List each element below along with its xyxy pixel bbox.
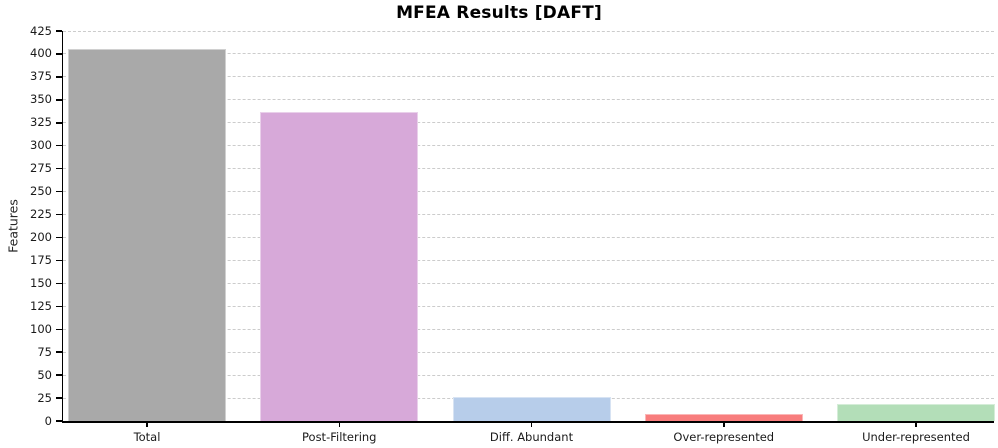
y-tick-mark-250 bbox=[56, 190, 62, 193]
y-tick-mark-225 bbox=[56, 213, 62, 216]
y-tick-mark-200 bbox=[56, 236, 62, 239]
gridline-400 bbox=[63, 53, 994, 55]
y-tick-mark-300 bbox=[56, 144, 62, 147]
x-tick-mark-total bbox=[146, 423, 148, 427]
x-tick-mark-post-filtering bbox=[338, 423, 340, 427]
y-tick-mark-50 bbox=[56, 374, 62, 376]
y-tick-mark-275 bbox=[56, 167, 62, 170]
y-tick-mark-150 bbox=[56, 282, 62, 285]
y-tick-label-375: 375 bbox=[30, 69, 52, 84]
y-axis-label: Features bbox=[5, 199, 21, 253]
y-tick-label-400: 400 bbox=[30, 46, 52, 61]
gridline-225 bbox=[63, 214, 994, 216]
x-tick-mark-under-represented bbox=[915, 423, 917, 427]
y-tick-label-350: 350 bbox=[30, 92, 52, 107]
x-tick-label-over-represented: Over-represented bbox=[673, 430, 775, 444]
gridline-275 bbox=[63, 168, 994, 170]
y-tick-label-300: 300 bbox=[30, 137, 52, 152]
x-tick-mark-over-represented bbox=[723, 423, 725, 427]
y-tick-label-100: 100 bbox=[30, 321, 52, 336]
y-tick-label-75: 75 bbox=[37, 344, 52, 359]
x-tick-label-post-filtering: Post-Filtering bbox=[302, 430, 377, 444]
y-tick-label-275: 275 bbox=[30, 160, 52, 175]
gridline-100 bbox=[63, 328, 994, 330]
y-tick-label-250: 250 bbox=[30, 183, 52, 198]
gridline-200 bbox=[63, 236, 994, 238]
y-tick-mark-325 bbox=[56, 122, 62, 124]
gridline-75 bbox=[63, 351, 994, 353]
gridline-300 bbox=[63, 145, 994, 147]
y-tick-label-325: 325 bbox=[30, 115, 52, 130]
y-tick-label-200: 200 bbox=[30, 229, 52, 244]
y-tick-mark-400 bbox=[56, 53, 62, 55]
y-tick-mark-75 bbox=[56, 351, 62, 353]
y-tick-label-425: 425 bbox=[30, 23, 52, 38]
y-tick-label-125: 125 bbox=[30, 298, 52, 313]
gridline-175 bbox=[63, 259, 994, 261]
gridline-250 bbox=[63, 191, 994, 193]
gridline-50 bbox=[63, 374, 994, 376]
y-tick-mark-100 bbox=[56, 328, 62, 330]
plot-area: 0 25 50 75 100 125 150 175 200 225 250 275 300 325 350… bbox=[30, 25, 995, 444]
gridline-125 bbox=[63, 305, 994, 307]
gridline-325 bbox=[63, 122, 994, 124]
y-tick-label-25: 25 bbox=[37, 390, 52, 405]
gridline-150 bbox=[63, 282, 994, 284]
y-tick-mark-25 bbox=[56, 397, 62, 399]
bar-post-filtering bbox=[260, 111, 419, 421]
x-tick-label-diff-abundant: Diff. Abundant bbox=[489, 430, 574, 444]
gridline-375 bbox=[63, 76, 994, 78]
x-tick-label-total: Total bbox=[133, 430, 161, 444]
bar-diff-abundant bbox=[452, 397, 611, 421]
y-tick-mark-175 bbox=[56, 259, 62, 262]
y-tick-label-0: 0 bbox=[44, 413, 52, 428]
gridline-425 bbox=[63, 30, 994, 32]
y-tick-label-150: 150 bbox=[30, 275, 52, 290]
y-tick-mark-425 bbox=[56, 30, 62, 32]
bar-total bbox=[68, 49, 226, 421]
gridline-350 bbox=[63, 99, 994, 101]
bar-under-represented bbox=[837, 404, 995, 421]
bar-over-represented bbox=[644, 413, 803, 421]
x-tick-mark-diff-abundant bbox=[530, 423, 533, 427]
y-tick-mark-375 bbox=[56, 76, 62, 78]
y-tick-mark-125 bbox=[56, 305, 62, 308]
y-tick-label-50: 50 bbox=[37, 367, 52, 382]
x-tick-label-under-represented: Under-represented bbox=[862, 430, 970, 444]
y-tick-mark-0 bbox=[56, 420, 62, 422]
chart-title: MFEA Results [DAFT] bbox=[396, 3, 602, 23]
y-tick-mark-350 bbox=[56, 99, 62, 101]
y-tick-label-175: 175 bbox=[30, 252, 52, 267]
y-tick-label-225: 225 bbox=[30, 206, 52, 221]
